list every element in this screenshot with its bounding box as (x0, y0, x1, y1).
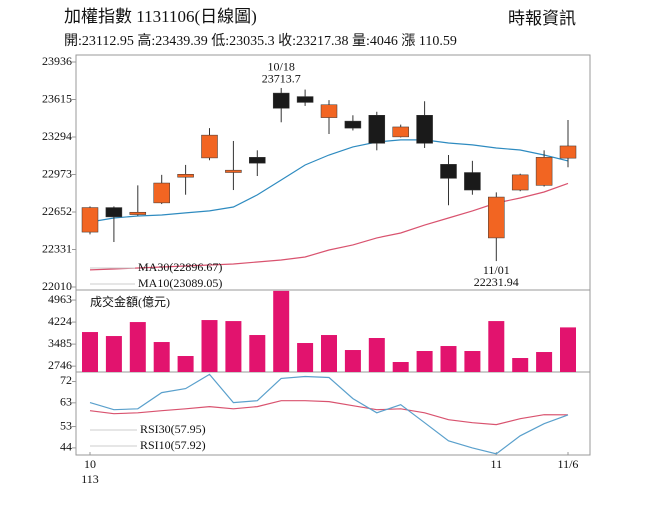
legend-label: MA10(23089.05) (138, 276, 222, 290)
candle-body (488, 196, 505, 239)
y-tick-label: 23615 (42, 91, 72, 105)
y-tick-label: 23936 (42, 54, 72, 68)
legend-label: RSI30(57.95) (140, 422, 206, 436)
y-tick-label: 63 (60, 395, 72, 409)
annotation-value: 22231.94 (474, 275, 519, 289)
panel-title: 成交金額(億元) (90, 294, 170, 309)
volume-bar (368, 338, 385, 372)
y-tick-label: 72 (60, 373, 72, 387)
volume-bar (297, 343, 314, 372)
candle-body (416, 115, 433, 144)
candle-body (440, 164, 457, 179)
candle-body (392, 126, 409, 138)
candle-body (272, 92, 290, 109)
volume-bar (560, 327, 576, 372)
x-tick-label: 11 (491, 457, 503, 471)
volume-bar (153, 342, 170, 372)
volume-bar (273, 290, 290, 372)
ma-line (89, 139, 569, 223)
candle-body (320, 104, 338, 118)
candle-body (249, 157, 266, 164)
volume-bar (129, 322, 146, 372)
volume-bar (225, 321, 242, 372)
y-tick-label: 23294 (42, 129, 72, 143)
x-year-label: 113 (81, 472, 99, 486)
chart-title: 加權指數 1131106(日線圖) (64, 7, 257, 26)
candle-body (296, 96, 314, 103)
x-tick-label: 10 (84, 457, 96, 471)
candle-body (201, 134, 218, 159)
x-tick-label: 11/6 (558, 457, 579, 471)
source: 時報資訊 (508, 9, 576, 28)
rsi-line (89, 373, 569, 455)
volume-bar (105, 336, 122, 372)
y-tick-label: 44 (60, 440, 72, 454)
annotation-value: 23713.7 (262, 72, 301, 86)
volume-bar (416, 351, 433, 372)
volume-bar (536, 352, 553, 372)
volume-bar (464, 351, 481, 372)
rsi-line (89, 400, 569, 426)
candle-body (177, 174, 194, 178)
candle-body (535, 157, 553, 186)
candle-body (511, 174, 529, 191)
candle-body (344, 120, 362, 129)
volume-bar (488, 321, 505, 372)
candle-body (105, 207, 123, 218)
candle-body (129, 211, 147, 215)
candle-body (368, 115, 386, 144)
volume-bar (249, 335, 266, 372)
candle-body (153, 182, 170, 204)
candle-body (559, 145, 577, 159)
y-tick-label: 4963 (48, 292, 72, 306)
y-tick-label: 22010 (42, 279, 72, 293)
y-tick-label: 2746 (48, 358, 72, 372)
volume-bar (321, 335, 337, 372)
y-tick-label: 3485 (48, 336, 72, 350)
volume-bar (201, 320, 218, 372)
volume-bar (392, 362, 409, 372)
annotation-date: 10/18 (268, 60, 295, 74)
volume-bar (82, 332, 98, 372)
legend-label: RSI10(57.92) (140, 438, 206, 452)
volume-bar (177, 356, 194, 372)
candle-body (81, 207, 99, 233)
candle-body (225, 169, 242, 173)
y-tick-label: 22973 (42, 166, 72, 180)
legend-label: MA30(22896.67) (138, 260, 222, 274)
plot-frame (75, 54, 591, 456)
y-tick-label: 4224 (48, 314, 72, 328)
candle-body (464, 172, 481, 191)
y-tick-label: 22652 (42, 204, 72, 218)
price-info: 開:23112.95 高:23439.39 低:23035.3 收:23217.… (64, 32, 457, 49)
y-tick-label: 53 (60, 418, 72, 432)
y-tick-label: 22331 (42, 241, 72, 255)
volume-bar (512, 358, 529, 372)
annotation-date: 11/01 (483, 263, 510, 277)
volume-bar (440, 346, 457, 372)
volume-bar (344, 350, 361, 372)
